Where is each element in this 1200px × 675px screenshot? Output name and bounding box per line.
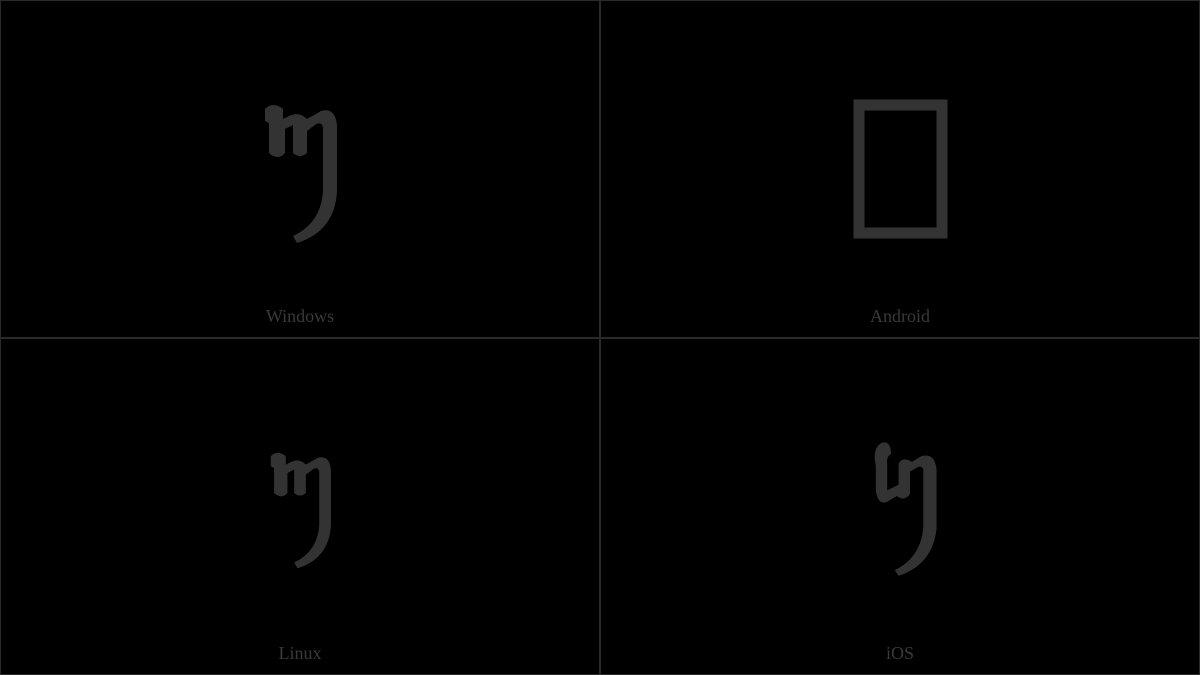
cell-windows: Windows	[0, 0, 600, 338]
tofu-box-icon	[853, 99, 948, 239]
cell-android: Android	[600, 0, 1200, 338]
cell-ios: iOS	[600, 338, 1200, 675]
glyph-comparison-grid: Windows Android Linux iOS	[0, 0, 1200, 675]
fraktur-y-icon	[254, 441, 346, 571]
label-linux: Linux	[1, 643, 599, 664]
fraktur-y-icon	[245, 91, 355, 246]
glyph-android	[601, 1, 1199, 337]
label-windows: Windows	[1, 306, 599, 327]
label-android: Android	[601, 306, 1199, 327]
cell-linux: Linux	[0, 338, 600, 675]
glyph-linux	[1, 339, 599, 675]
glyph-ios	[601, 339, 1199, 675]
label-ios: iOS	[601, 643, 1199, 664]
glyph-windows	[1, 1, 599, 337]
fraktur-y-alt-icon	[853, 434, 948, 579]
